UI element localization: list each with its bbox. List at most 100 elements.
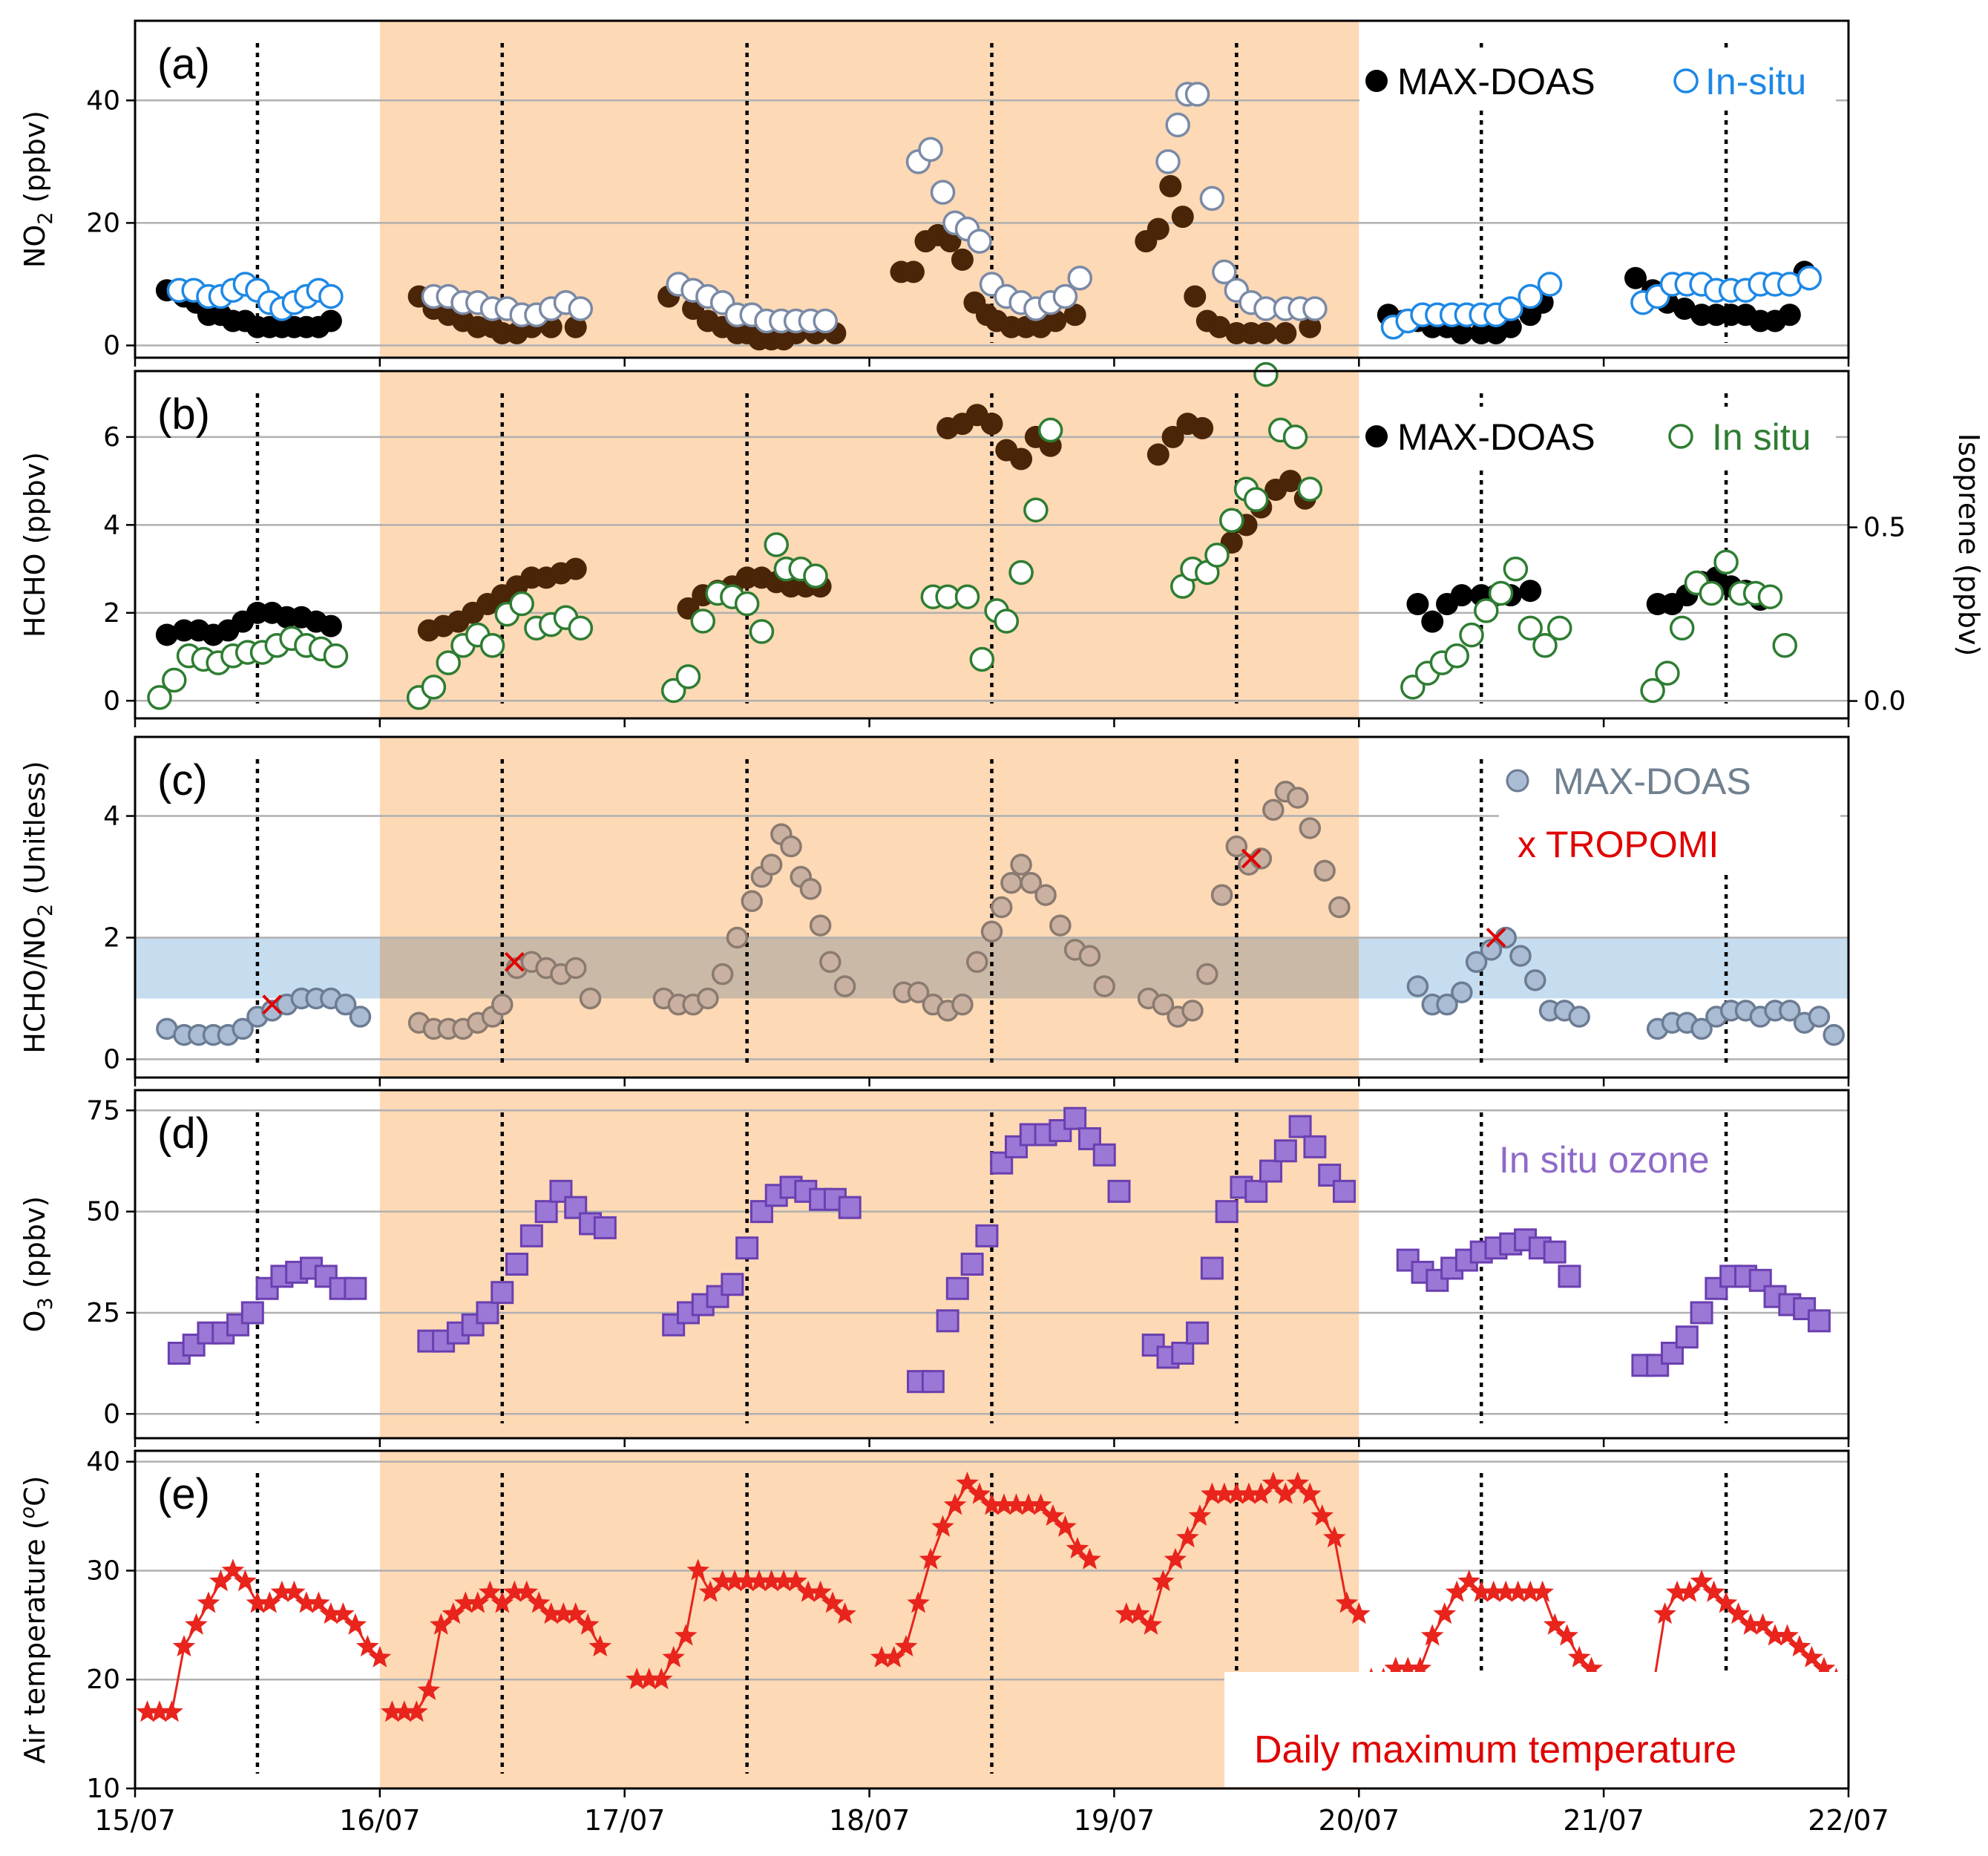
data-point — [1465, 951, 1488, 974]
data-point — [1225, 835, 1248, 858]
temperature-point — [368, 1645, 392, 1668]
legend-label: MAX-DOAS — [1397, 61, 1595, 102]
data-point — [1547, 615, 1572, 641]
data-point — [1008, 560, 1034, 586]
legend-label: Daily maximum temperature — [1254, 1728, 1736, 1771]
temperature-point — [185, 1613, 208, 1635]
ozone-point — [1063, 1106, 1087, 1130]
series-in-situ — [166, 82, 1822, 340]
data-point — [1253, 361, 1279, 387]
heatwave-shading — [379, 1451, 1359, 1788]
ozone-point — [1259, 1159, 1283, 1183]
series-max-doas — [156, 781, 1845, 1046]
data-point — [1518, 615, 1543, 641]
data-point — [491, 993, 514, 1016]
temperature-point — [1690, 1569, 1713, 1592]
data-point — [1518, 283, 1543, 309]
series-x-tropomi — [262, 848, 1506, 1015]
y-axis-label: Air temperature (oC) — [16, 1476, 51, 1764]
temperature-point — [1457, 1569, 1480, 1592]
temperature-point — [907, 1591, 930, 1613]
ozone-point — [1558, 1265, 1581, 1288]
y-tick-label: 20 — [86, 1665, 120, 1695]
data-point — [1152, 993, 1175, 1016]
y-axis-label: NO2 (ppbv) — [19, 111, 57, 268]
data-point — [1690, 1017, 1713, 1040]
data-point — [1302, 296, 1328, 321]
panel-label: (c) — [157, 756, 208, 804]
data-point — [579, 987, 602, 1010]
data-point — [907, 981, 930, 1003]
temperature-point — [1800, 1645, 1823, 1668]
temperature-point — [784, 1569, 807, 1592]
temperature-point — [1176, 1526, 1199, 1548]
temperature-point — [515, 1580, 539, 1602]
data-point — [232, 1017, 254, 1040]
data-point — [1044, 309, 1067, 332]
data-point — [819, 951, 842, 974]
ozone-point — [1244, 1179, 1268, 1203]
ozone-point — [960, 1253, 984, 1276]
panel-frame — [134, 1449, 1850, 1790]
data-point — [147, 685, 172, 710]
panel-frame — [134, 1089, 1850, 1440]
data-point — [726, 926, 749, 949]
x-tick-label: 19/07 — [1074, 1804, 1155, 1837]
ozone-point — [921, 1370, 945, 1394]
temperature-point — [160, 1700, 183, 1722]
panel-label: (b) — [157, 390, 210, 439]
temperature-point — [1299, 1482, 1322, 1504]
ozone-point — [1273, 1139, 1297, 1163]
data-point — [965, 951, 988, 974]
temperature-point — [931, 1515, 954, 1537]
data-point — [1274, 321, 1297, 344]
legend-label: In situ — [1712, 416, 1811, 458]
data-point — [1450, 584, 1473, 607]
x-tick-label: 16/07 — [339, 1804, 421, 1837]
data-point — [980, 413, 1003, 436]
data-point — [1524, 969, 1546, 991]
data-point — [564, 315, 587, 338]
legend-label: MAX-DOAS — [1553, 761, 1751, 802]
data-point — [939, 230, 962, 253]
data-point — [1640, 678, 1665, 704]
ozone-point — [1186, 1321, 1210, 1345]
data-point — [1037, 417, 1063, 443]
y-tick-label: 4 — [103, 801, 120, 832]
panel-e: 10 20 30 40 (e) Air temperature (oC) Daily max… — [16, 1447, 1850, 1804]
x-tick-label: 21/07 — [1563, 1804, 1644, 1837]
data-point — [155, 623, 178, 646]
panel-frame — [134, 735, 1850, 1079]
temperature-point — [1776, 1624, 1799, 1646]
data-point — [1000, 871, 1023, 894]
data-point — [1451, 981, 1473, 1003]
temperature-point — [1078, 1547, 1101, 1570]
data-point — [980, 920, 1003, 943]
data-point — [323, 643, 349, 669]
ozone-point — [593, 1216, 617, 1239]
data-point — [967, 229, 992, 254]
temperature-point — [1555, 1624, 1578, 1646]
temperature-point — [1066, 1537, 1089, 1559]
temperature-point — [833, 1602, 856, 1624]
data-point — [1299, 817, 1322, 839]
data-point — [1699, 580, 1725, 606]
legend-label: In situ ozone — [1499, 1139, 1710, 1181]
y-tick-label: 2 — [103, 922, 120, 953]
y-tick-label: 10 — [86, 1774, 120, 1804]
ozone-point — [1675, 1325, 1699, 1349]
data-point — [1034, 884, 1057, 906]
panel-frame — [134, 19, 1850, 359]
data-point — [1063, 304, 1086, 327]
data-point — [951, 993, 974, 1016]
data-point — [319, 614, 342, 637]
y-tick-label: 30 — [86, 1555, 120, 1586]
ozone-point — [1288, 1115, 1312, 1138]
data-point — [162, 667, 187, 693]
data-point — [1474, 598, 1499, 623]
data-point — [564, 957, 587, 980]
temperature-point — [1531, 1580, 1554, 1602]
temperature-point — [968, 1482, 991, 1504]
band-right — [1359, 937, 1848, 999]
temperature-point — [332, 1602, 355, 1624]
